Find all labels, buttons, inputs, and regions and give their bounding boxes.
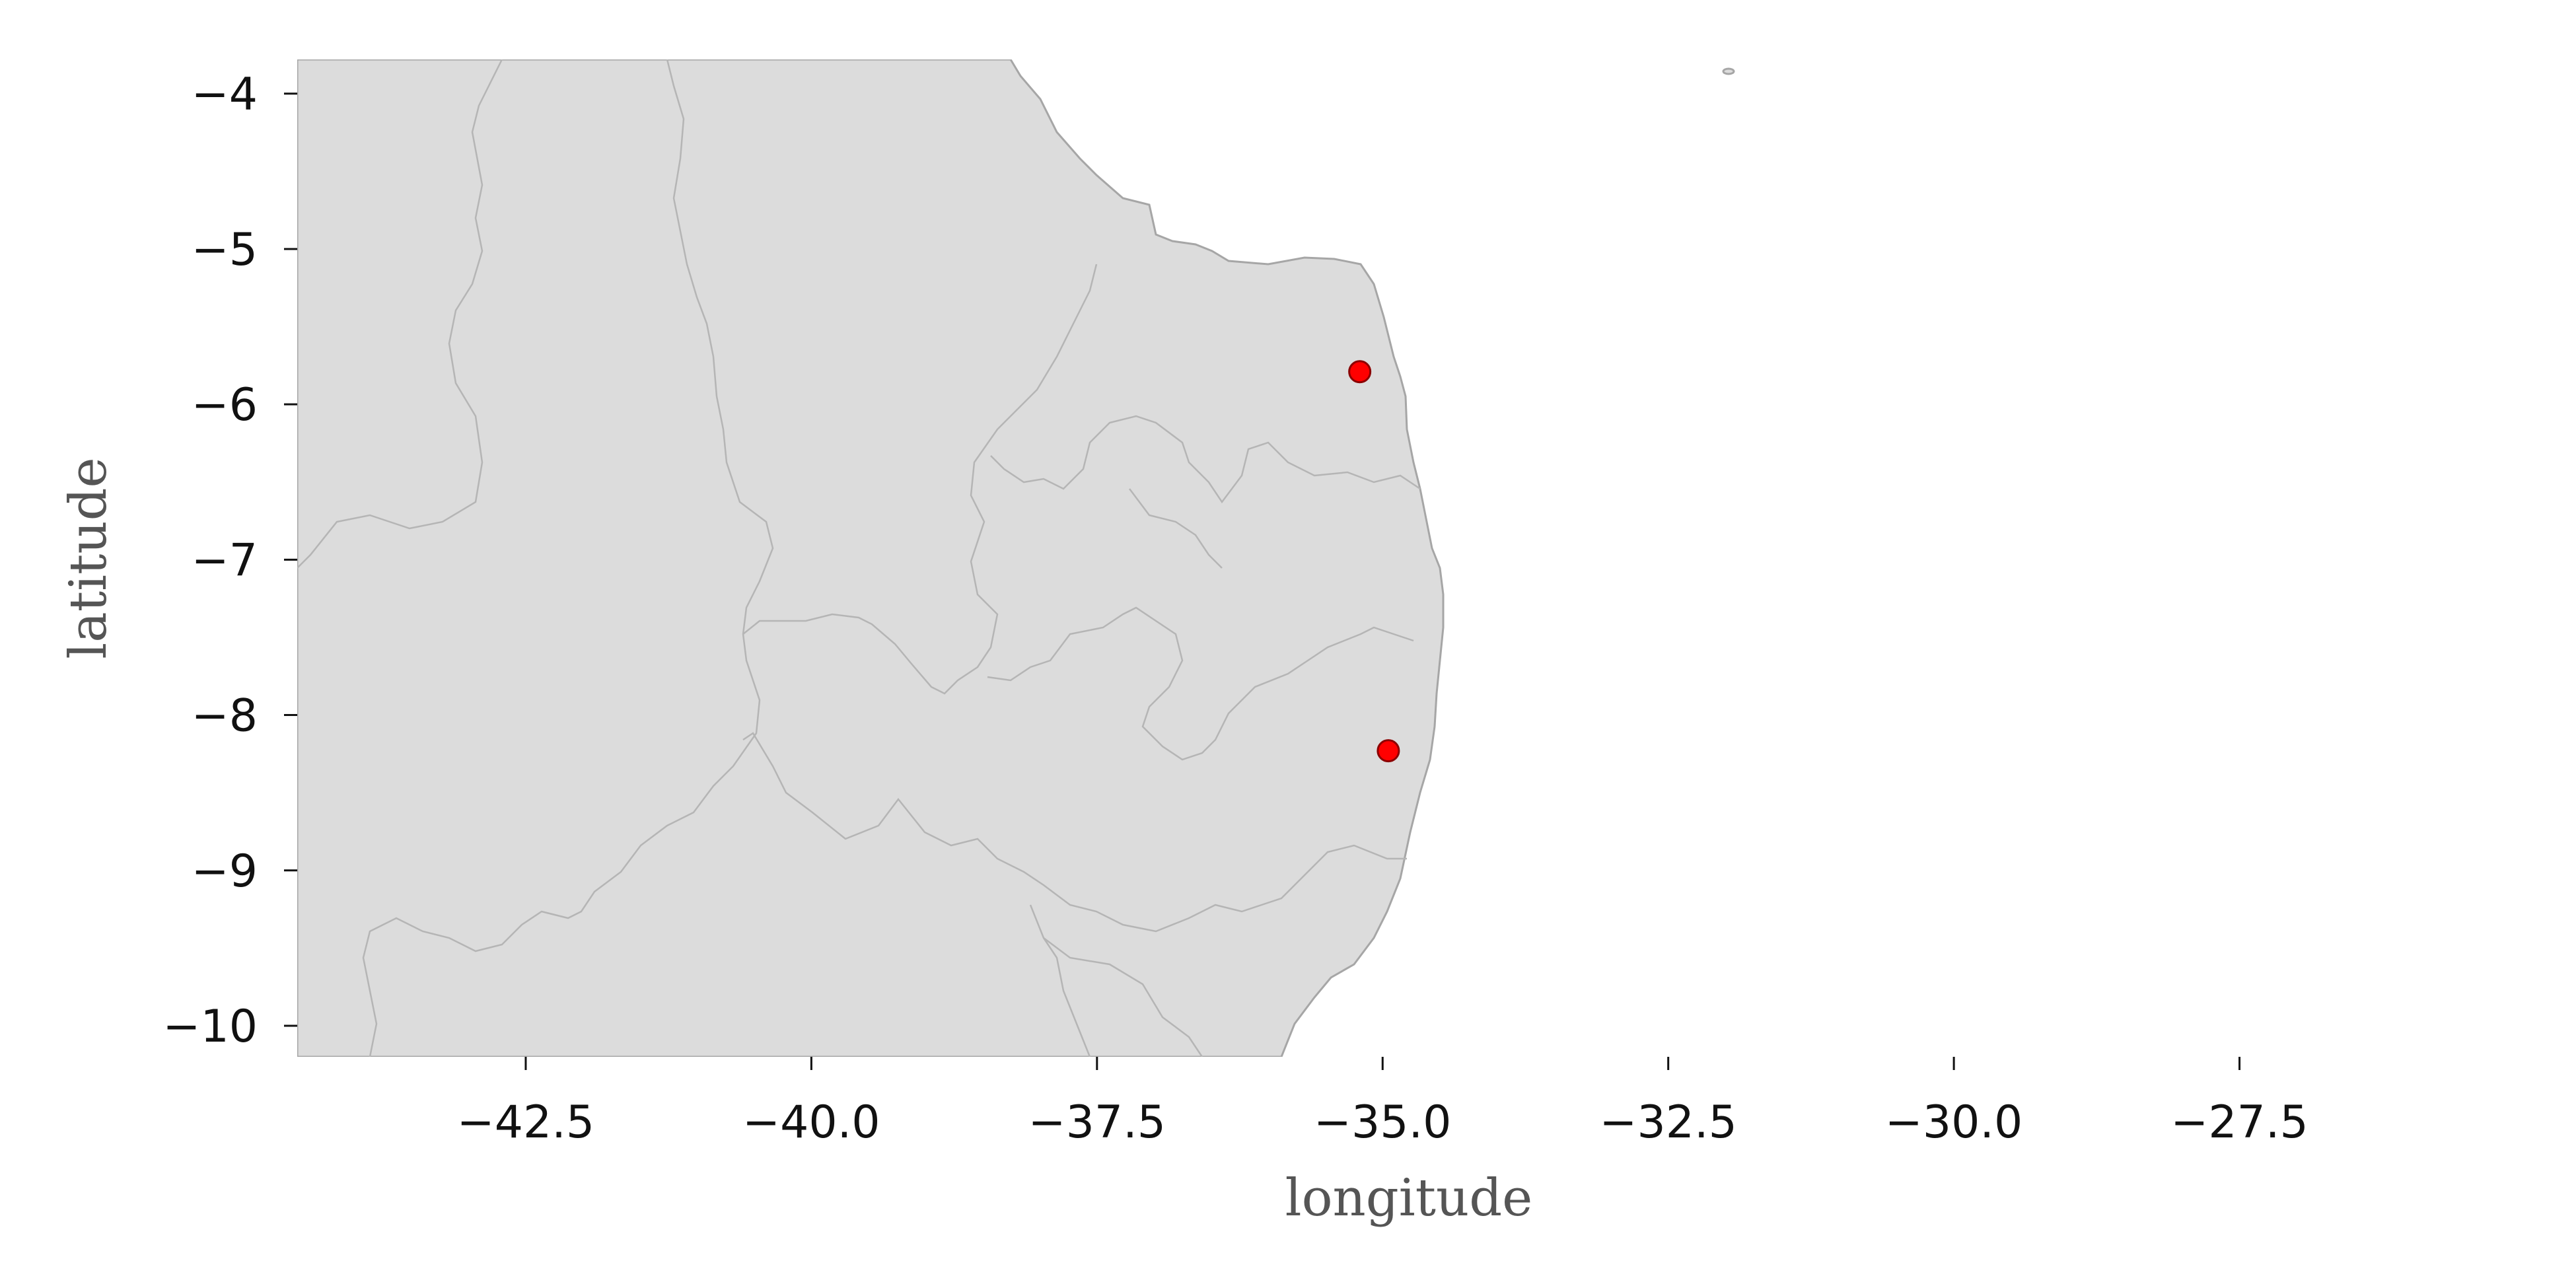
y-tick-label: −9 [192, 845, 258, 898]
x-tick-label: −42.5 [457, 1096, 594, 1149]
border-line [666, 59, 774, 635]
border-line [362, 633, 761, 1057]
y-tick-label: −6 [192, 379, 258, 431]
border-line [742, 732, 1407, 933]
x-tick-label: −30.0 [1885, 1096, 2022, 1149]
y-tick-label: −8 [192, 690, 258, 742]
y-tick-label: −10 [162, 1001, 258, 1053]
border-line [1029, 904, 1091, 1057]
island-shape [1722, 67, 1735, 75]
border-line [742, 264, 1098, 695]
state-borders [297, 59, 1421, 1057]
x-tick-label: −27.5 [2170, 1096, 2308, 1149]
border-line [1129, 488, 1223, 569]
x-tick-label: −35.0 [1314, 1096, 1451, 1149]
border-line [990, 415, 1421, 504]
y-axis-title: latitude [59, 457, 118, 659]
x-axis-title: longitude [1285, 1168, 1533, 1228]
border-line [987, 606, 1414, 761]
border-line [297, 59, 503, 569]
x-tick-label: −37.5 [1028, 1096, 1166, 1149]
y-tick-label: −5 [192, 224, 258, 276]
location-marker [1377, 739, 1400, 763]
x-tick-label: −40.0 [742, 1096, 880, 1149]
y-tick-label: −7 [192, 534, 258, 587]
y-tick-label: −4 [192, 69, 258, 121]
land-mass [297, 59, 1445, 1057]
border-line [1043, 937, 1203, 1057]
x-tick-label: −32.5 [1599, 1096, 1736, 1149]
x-axis: −42.5 −40.0 −37.5 −35.0 −32.5 −30.0 −27.5 [457, 1057, 2308, 1149]
location-marker [1348, 360, 1372, 384]
y-axis: −4 −5 −6 −7 −8 −9 −10 [162, 69, 297, 1053]
marker-layer [1348, 360, 1400, 763]
